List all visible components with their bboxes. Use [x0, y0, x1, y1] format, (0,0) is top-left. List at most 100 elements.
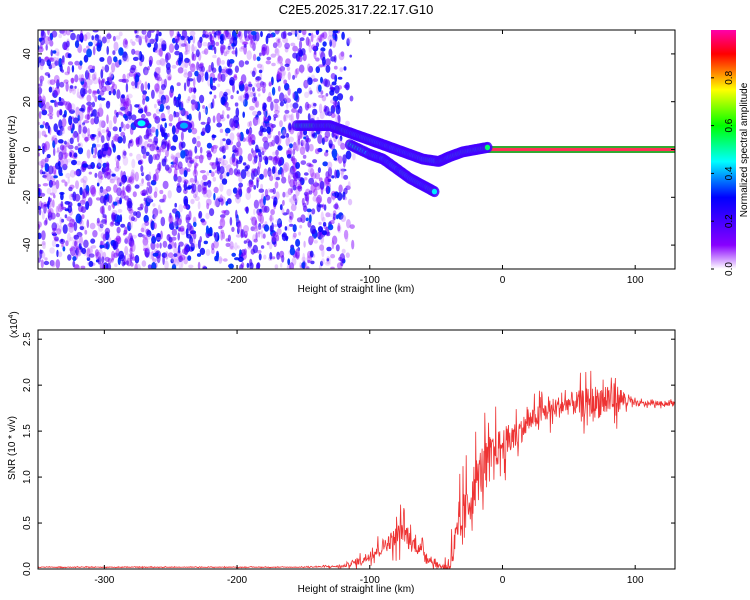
spectrogram-noise-blob: [284, 83, 290, 91]
spectrogram-noise-blob: [128, 237, 135, 247]
spectrogram-noise-blob: [64, 53, 68, 58]
spectrogram-noise-blob: [237, 169, 241, 175]
spectrogram-noise-blob: [167, 76, 172, 81]
spectrogram-noise-blob: [50, 212, 56, 220]
spectrogram-noise-blob: [178, 262, 182, 269]
spectrogram-noise-blob: [258, 130, 263, 136]
spectrogram-noise-blob: [275, 39, 280, 46]
spectrogram-noise-blob: [50, 62, 56, 69]
spectrogram-noise-blob: [343, 229, 349, 240]
spectrogram-noise-blob: [340, 168, 347, 172]
spectrogram-noise-blob: [217, 32, 221, 41]
spectrogram-noise-blob: [80, 74, 85, 83]
spectrogram-noise-blob: [264, 194, 271, 201]
spectrogram-noise-blob: [328, 213, 334, 218]
spectrogram-noise-blob: [118, 47, 124, 56]
spectrogram-noise-blob: [73, 264, 80, 269]
spectrogram-noise-blob: [55, 101, 59, 108]
spectrogram-noise-blob: [41, 230, 46, 241]
spectrogram-noise-blob: [147, 82, 151, 90]
spectrogram-noise-blob: [276, 157, 283, 165]
spectrogram-noise-blob: [329, 137, 333, 144]
spectrogram-noise-blob: [80, 265, 86, 269]
main-trace-point: [484, 144, 491, 151]
spectrogram-noise-blob: [55, 259, 61, 269]
spectrogram-noise-blob: [174, 127, 180, 134]
spectrogram-noise-blob: [79, 107, 85, 112]
spectrogram-noise-blob: [145, 111, 152, 117]
spectrogram-noise-blob: [249, 217, 256, 221]
spectrogram-noise-blob: [289, 167, 293, 175]
spectrogram-noise-blob: [329, 220, 335, 225]
spectrogram-noise-blob: [145, 174, 152, 181]
spectrogram-noise-blob: [162, 194, 167, 201]
spectrogram-noise-blob: [119, 197, 122, 205]
spectrogram-noise-blob: [267, 133, 272, 139]
spectrogram-noise-blob: [279, 101, 284, 107]
spectrogram-noise-blob: [201, 127, 206, 135]
spectrogram-noise-blob: [56, 79, 60, 89]
spectrogram-noise-blob: [122, 135, 126, 144]
spectrogram-noise-blob: [211, 144, 218, 154]
spectrogram-noise-blob: [229, 241, 234, 250]
spectrogram-noise-blob: [54, 48, 60, 56]
spectrogram-noise-blob: [157, 50, 161, 56]
spectrogram-noise-blob: [274, 48, 280, 56]
spectrogram-noise-blob: [50, 99, 55, 103]
spectrogram-noise-blob: [107, 205, 112, 211]
spectrogram-noise-blob: [250, 226, 256, 232]
spectrogram-noise-blob: [54, 60, 59, 66]
spectrogram-noise-blob: [337, 212, 344, 220]
spectrogram-noise-blob: [131, 169, 135, 177]
spectrogram-noise-blob: [236, 245, 240, 249]
spectrogram-noise-blob: [161, 118, 167, 122]
spectrogram-noise-blob: [104, 64, 110, 73]
spectrogram-noise-blob: [311, 208, 316, 215]
spectrogram-noise-blob: [289, 247, 296, 256]
spectrogram-noise-blob: [178, 204, 183, 213]
spectrogram-noise-blob: [346, 219, 351, 229]
spectrogram-noise-blob: [250, 134, 256, 144]
spectrogram-noise-blob: [67, 232, 71, 243]
spectrogram-noise-blob: [271, 76, 274, 86]
spectrogram-noise-blob: [275, 149, 279, 156]
spectrogram-noise-blob: [332, 30, 339, 34]
spectrogram-noise-blob: [203, 48, 209, 55]
spectrogram-noise-blob: [78, 74, 82, 83]
spectrogram-noise-blob: [272, 166, 276, 175]
spectrogram-noise-blob: [268, 30, 272, 33]
spectrogram-noise-blob: [188, 113, 192, 121]
spectrogram-noise-blob: [147, 264, 152, 269]
spectrogram-noise-blob: [301, 140, 307, 150]
spectrogram-noise-blob: [319, 111, 325, 120]
spectrogram-noise-blob: [287, 258, 291, 266]
spectrogram-noise-blob: [312, 182, 319, 188]
spectrogram-noise-blob: [244, 35, 250, 42]
spectrogram-noise-blob: [84, 114, 91, 120]
spectrogram-noise-blob: [174, 111, 180, 118]
spectrogram-noise-blob: [300, 160, 307, 166]
spectrogram-noise-blob: [183, 82, 187, 92]
spectrogram-noise-blob: [127, 221, 132, 232]
spectrogram-noise-blob: [337, 222, 341, 232]
spectrogram-noise-blob: [219, 217, 226, 228]
spectrogram-noise-blob: [168, 113, 174, 122]
spectrogram-noise-blob: [276, 251, 280, 260]
spectrogram-noise-blob: [174, 156, 179, 165]
spectrogram-noise-blob: [107, 146, 111, 155]
spectrogram-noise-blob: [66, 40, 70, 48]
spectrogram-noise-blob: [313, 240, 318, 244]
spectrogram-noise-blob: [73, 221, 78, 232]
spectrogram-noise-blob: [111, 209, 118, 215]
spectrogram-noise-blob: [290, 195, 295, 206]
spectrogram-noise-blob: [292, 232, 297, 238]
spectrogram-noise-blob: [144, 204, 149, 214]
spectrogram-noise-blob: [131, 256, 136, 261]
spectrogram-noise-blob: [185, 228, 189, 237]
spectrogram-noise-blob: [216, 235, 220, 241]
spectrogram-noise-blob: [86, 45, 90, 49]
secondary-branch-point: [431, 188, 438, 195]
spectrogram-noise-blob: [69, 169, 76, 178]
spectrogram-noise-blob: [287, 188, 293, 196]
spectrogram-noise-blob: [122, 232, 126, 236]
